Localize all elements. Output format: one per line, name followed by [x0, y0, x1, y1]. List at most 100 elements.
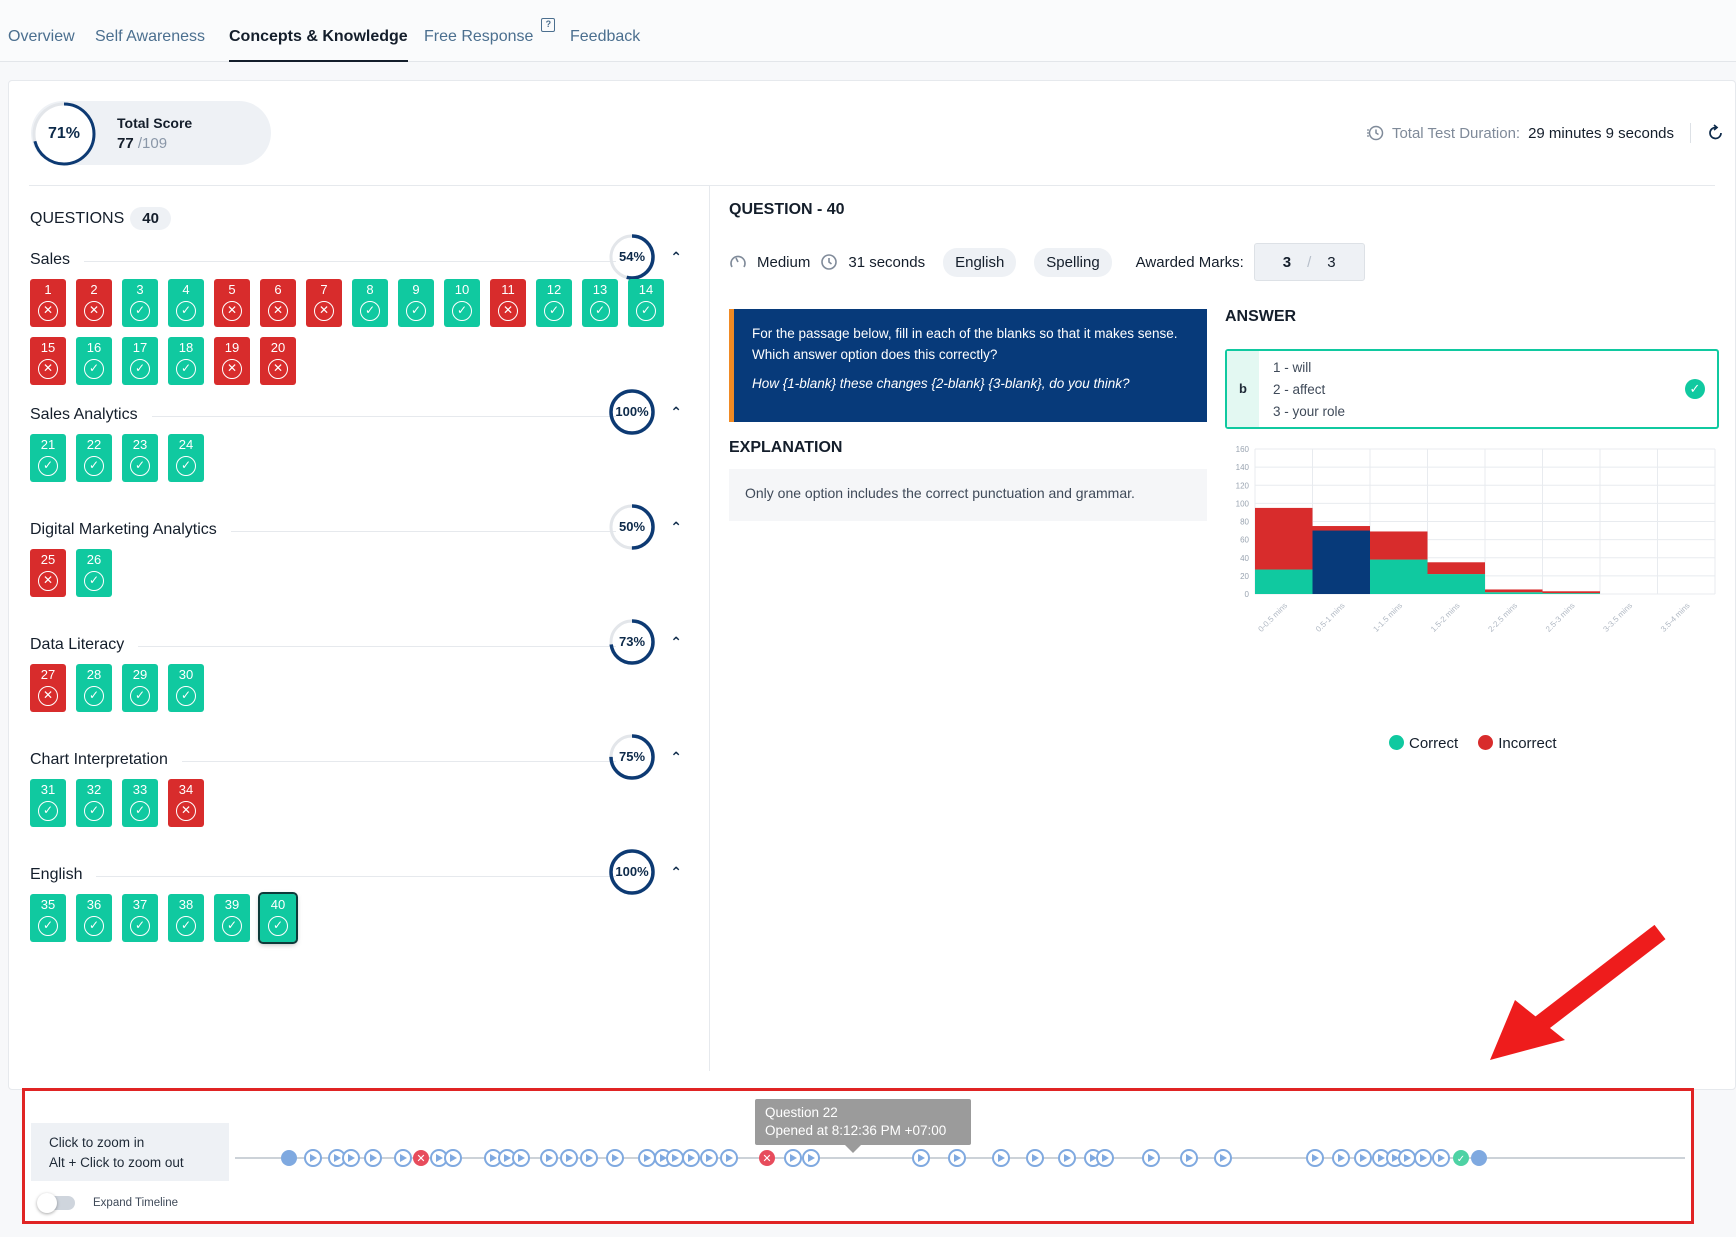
- play-circle-icon[interactable]: [660, 1154, 667, 1162]
- question-tile[interactable]: 25 ✕: [30, 549, 66, 597]
- question-tile[interactable]: 23 ✓: [122, 434, 158, 482]
- question-tile[interactable]: 24 ✓: [168, 434, 204, 482]
- refresh-icon[interactable]: [1707, 124, 1725, 142]
- play-circle-icon[interactable]: [672, 1154, 679, 1162]
- play-circle-icon[interactable]: [1064, 1154, 1071, 1162]
- question-tile[interactable]: 34 ✕: [168, 779, 204, 827]
- play-circle-icon[interactable]: [546, 1154, 553, 1162]
- timeline-track[interactable]: ✕ ✕ ✓: [235, 1141, 1685, 1175]
- question-tile[interactable]: 3 ✓: [122, 279, 158, 327]
- question-tile[interactable]: 21 ✓: [30, 434, 66, 482]
- play-circle-icon[interactable]: [706, 1154, 713, 1162]
- question-tile[interactable]: 9 ✓: [398, 279, 434, 327]
- chevron-up-icon[interactable]: ⌃: [670, 749, 682, 765]
- question-tile[interactable]: 18 ✓: [168, 337, 204, 385]
- question-tile[interactable]: 13 ✓: [582, 279, 618, 327]
- play-circle-icon[interactable]: [1186, 1154, 1193, 1162]
- play-circle-icon[interactable]: [808, 1154, 815, 1162]
- chevron-up-icon[interactable]: ⌃: [670, 249, 682, 265]
- play-circle-icon[interactable]: [1102, 1154, 1109, 1162]
- play-circle-icon[interactable]: [400, 1154, 407, 1162]
- play-circle-icon[interactable]: [1148, 1154, 1155, 1162]
- expand-timeline-toggle[interactable]: [37, 1193, 75, 1213]
- tab-concepts-knowledge[interactable]: Concepts & Knowledge: [229, 28, 408, 62]
- play-circle-icon[interactable]: [566, 1154, 573, 1162]
- chevron-up-icon[interactable]: ⌃: [670, 634, 682, 650]
- play-circle-icon[interactable]: [612, 1154, 619, 1162]
- question-tile[interactable]: 1 ✕: [30, 279, 66, 327]
- play-circle-icon[interactable]: [1090, 1154, 1097, 1162]
- play-circle-icon[interactable]: [504, 1154, 511, 1162]
- play-circle-icon[interactable]: [954, 1154, 961, 1162]
- play-circle-icon[interactable]: [1032, 1154, 1039, 1162]
- play-circle-icon[interactable]: [790, 1154, 797, 1162]
- check-circle-icon[interactable]: ✓: [1457, 1154, 1465, 1165]
- question-tile[interactable]: 5 ✕: [214, 279, 250, 327]
- tab-feedback[interactable]: Feedback: [570, 28, 641, 45]
- play-circle-icon[interactable]: [726, 1154, 733, 1162]
- play-circle-icon[interactable]: [334, 1154, 341, 1162]
- question-tile[interactable]: 22 ✓: [76, 434, 112, 482]
- question-tile[interactable]: 10 ✓: [444, 279, 480, 327]
- x-circle-icon[interactable]: ✕: [762, 1152, 771, 1165]
- play-circle-icon[interactable]: [310, 1154, 317, 1162]
- chevron-up-icon[interactable]: ⌃: [670, 519, 682, 535]
- question-tile[interactable]: 20 ✕: [260, 337, 296, 385]
- legend-incorrect[interactable]: Incorrect: [1478, 735, 1557, 752]
- question-tile[interactable]: 2 ✕: [76, 279, 112, 327]
- play-circle-icon[interactable]: [1360, 1154, 1367, 1162]
- question-tile[interactable]: 38 ✓: [168, 894, 204, 942]
- chevron-up-icon[interactable]: ⌃: [670, 864, 682, 880]
- play-circle-icon[interactable]: [1338, 1154, 1345, 1162]
- tab-free-response[interactable]: Free Response ?: [424, 18, 556, 46]
- question-tile[interactable]: 6 ✕: [260, 279, 296, 327]
- play-circle-icon[interactable]: [1438, 1154, 1445, 1162]
- question-tile[interactable]: 29 ✓: [122, 664, 158, 712]
- play-circle-icon[interactable]: [1392, 1154, 1399, 1162]
- question-tile[interactable]: 37 ✓: [122, 894, 158, 942]
- question-tile[interactable]: 31 ✓: [30, 779, 66, 827]
- play-circle-icon[interactable]: [644, 1154, 651, 1162]
- play-circle-icon[interactable]: [1404, 1154, 1411, 1162]
- question-tile[interactable]: 36 ✓: [76, 894, 112, 942]
- question-tile[interactable]: 30 ✓: [168, 664, 204, 712]
- x-circle-icon[interactable]: [759, 1150, 775, 1166]
- play-circle-icon[interactable]: [1378, 1154, 1385, 1162]
- question-tile[interactable]: 16 ✓: [76, 337, 112, 385]
- question-tile[interactable]: 39 ✓: [214, 894, 250, 942]
- question-tile[interactable]: 12 ✓: [536, 279, 572, 327]
- question-tile[interactable]: 4 ✓: [168, 279, 204, 327]
- legend-correct[interactable]: Correct: [1389, 735, 1458, 752]
- question-tile[interactable]: 15 ✕: [30, 337, 66, 385]
- play-circle-icon[interactable]: [1420, 1154, 1427, 1162]
- question-tile[interactable]: 40 ✓: [258, 892, 298, 944]
- question-tile[interactable]: 11 ✕: [490, 279, 526, 327]
- question-tile[interactable]: 35 ✓: [30, 894, 66, 942]
- timeline-endpoint[interactable]: [1471, 1150, 1487, 1166]
- question-tile[interactable]: 33 ✓: [122, 779, 158, 827]
- question-tile[interactable]: 26 ✓: [76, 549, 112, 597]
- play-circle-icon[interactable]: [450, 1154, 457, 1162]
- question-tile[interactable]: 8 ✓: [352, 279, 388, 327]
- timeline-endpoint[interactable]: [281, 1150, 297, 1166]
- tab-overview[interactable]: Overview: [8, 28, 75, 45]
- chevron-up-icon[interactable]: ⌃: [670, 404, 682, 420]
- question-tile[interactable]: 14 ✓: [628, 279, 664, 327]
- play-circle-icon[interactable]: [586, 1154, 593, 1162]
- question-tile[interactable]: 19 ✕: [214, 337, 250, 385]
- play-circle-icon[interactable]: [918, 1154, 925, 1162]
- play-circle-icon[interactable]: [998, 1154, 1005, 1162]
- x-circle-icon[interactable]: [413, 1150, 429, 1166]
- check-circle-icon[interactable]: [1453, 1150, 1469, 1166]
- play-circle-icon[interactable]: [370, 1154, 377, 1162]
- play-circle-icon[interactable]: [436, 1154, 443, 1162]
- play-circle-icon[interactable]: [688, 1154, 695, 1162]
- question-tile[interactable]: 32 ✓: [76, 779, 112, 827]
- question-tile[interactable]: 7 ✕: [306, 279, 342, 327]
- play-circle-icon[interactable]: [490, 1154, 497, 1162]
- play-circle-icon[interactable]: [1220, 1154, 1227, 1162]
- question-tile[interactable]: 17 ✓: [122, 337, 158, 385]
- play-circle-icon[interactable]: [518, 1154, 525, 1162]
- question-tile[interactable]: 28 ✓: [76, 664, 112, 712]
- x-circle-icon[interactable]: ✕: [416, 1152, 425, 1165]
